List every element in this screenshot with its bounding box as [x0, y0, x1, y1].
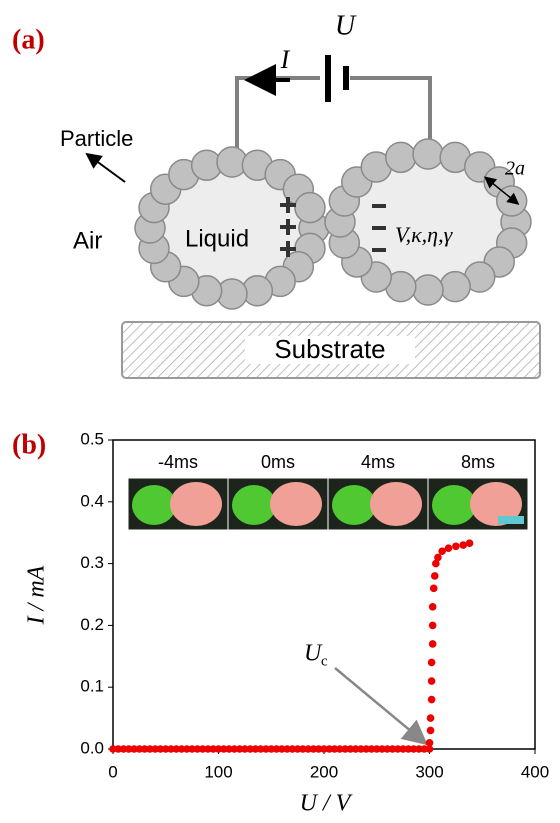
x-axis-label: U / V — [300, 791, 353, 817]
inset-label: 4ms — [361, 452, 395, 472]
panel-b: (b) -4ms0ms4ms8ms U / V I / mA U c 01002… — [12, 429, 549, 816]
data-point — [429, 622, 437, 630]
red-drop — [170, 482, 222, 526]
voltage-label: U — [335, 10, 357, 41]
panel-a: (a) U I Particle Air Liquid V,κ,η,γ 2a S… — [12, 10, 540, 378]
particle — [386, 142, 416, 172]
scale-bar — [498, 516, 524, 524]
annotation-subscript: c — [321, 653, 328, 669]
data-point — [428, 696, 436, 704]
red-drop — [270, 482, 322, 526]
data-point — [428, 677, 436, 685]
particle — [413, 275, 443, 305]
x-tick-label: 0 — [108, 762, 117, 781]
inset-label: -4ms — [158, 452, 198, 472]
data-point — [434, 554, 442, 562]
y-tick-label: 0.5 — [80, 429, 104, 448]
inset-label: 8ms — [461, 452, 495, 472]
current-label: I — [280, 45, 291, 74]
y-tick-label: 0.2 — [80, 615, 104, 634]
data-point — [466, 539, 474, 547]
y-tick-label: 0.1 — [80, 677, 104, 696]
particle — [295, 193, 325, 223]
figure: (a) U I Particle Air Liquid V,κ,η,γ 2a S… — [0, 0, 560, 823]
green-drop — [232, 485, 276, 525]
data-point — [445, 544, 453, 552]
data-point — [427, 727, 435, 735]
air-label: Air — [73, 227, 102, 254]
liquid-label: Liquid — [185, 225, 249, 252]
particle — [440, 272, 470, 302]
particle — [413, 139, 443, 169]
data-point — [431, 572, 439, 580]
inset-label: 0ms — [261, 452, 295, 472]
panel-label: (b) — [12, 429, 46, 460]
data-point — [429, 640, 437, 648]
data-point — [426, 739, 434, 747]
data-point — [428, 659, 436, 667]
x-tick-label: 200 — [310, 762, 338, 781]
x-tick-label: 100 — [204, 762, 232, 781]
data-point — [452, 542, 460, 550]
data-point — [427, 714, 435, 722]
x-tick-label: 300 — [415, 762, 443, 781]
green-drop — [132, 485, 176, 525]
panel-label: (a) — [12, 24, 45, 55]
red-drop — [370, 482, 422, 526]
diameter-label: 2a — [505, 158, 525, 180]
params-label: V,κ,η,γ — [395, 222, 454, 247]
green-drop — [432, 485, 476, 525]
green-drop — [332, 485, 376, 525]
data-point — [429, 603, 437, 611]
data-point — [430, 585, 438, 593]
x-tick-label: 400 — [521, 762, 549, 781]
y-axis-label: I / mA — [24, 565, 50, 625]
y-tick-label: 0.4 — [80, 491, 104, 510]
annotation-arrow — [335, 668, 424, 742]
particle-arrow — [95, 160, 125, 182]
y-tick-label: 0.3 — [80, 553, 104, 572]
substrate-label: Substrate — [274, 334, 385, 364]
particle-label: Particle — [60, 126, 133, 151]
y-tick-label: 0.0 — [80, 738, 104, 757]
